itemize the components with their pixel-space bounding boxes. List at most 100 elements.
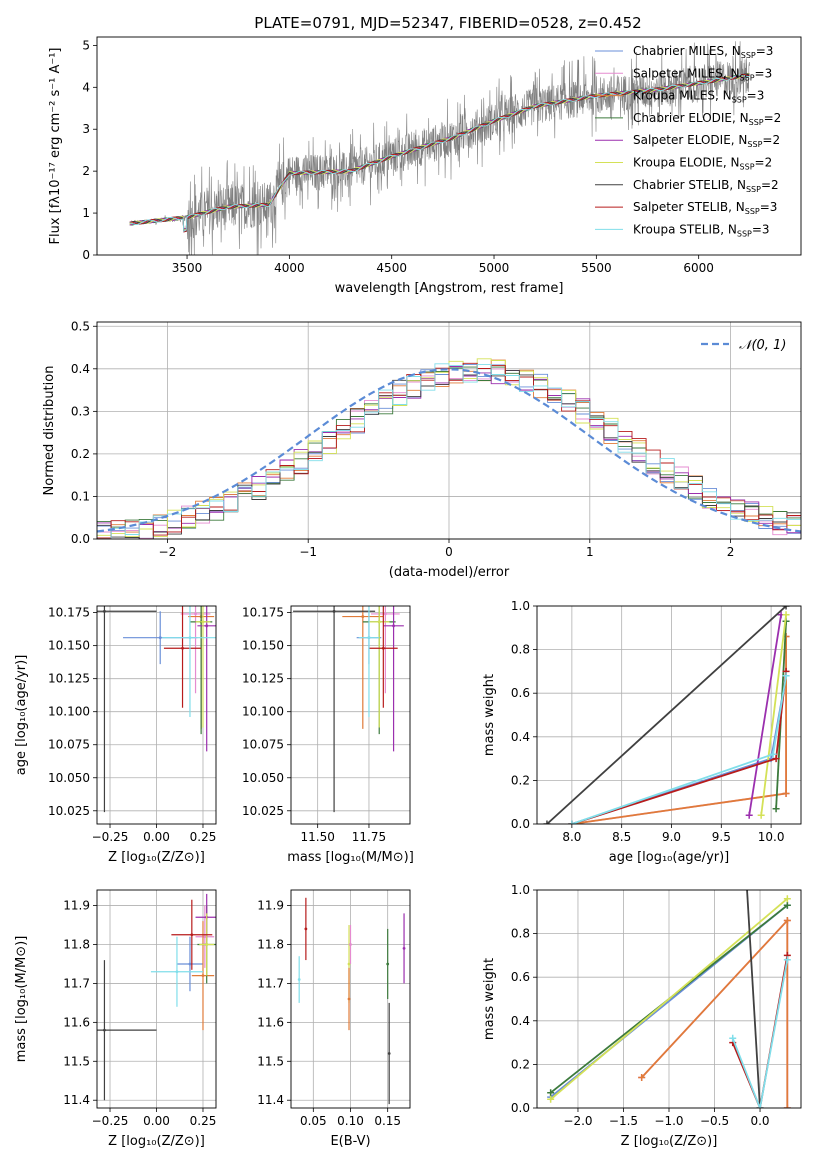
y-tick-label: 0.5 (71, 319, 90, 333)
x-axis-label: mass [log₁₀(M/M⊙)] (287, 850, 414, 865)
legend-text: Salpeter MILES, N (633, 66, 740, 80)
legend-suffix: =2 (764, 111, 782, 125)
y-tick-label: 11.6 (63, 1015, 90, 1029)
y-tick-label: 11.5 (257, 1054, 284, 1068)
y-axis-label: Flux [fλ10⁻¹⁷ erg cm⁻² s⁻¹ A⁻¹] (48, 48, 63, 245)
x-tick-label: 8.0 (562, 830, 581, 844)
weight-marker (547, 1089, 555, 1097)
histogram-5 (97, 358, 801, 537)
y-tick-label: 10.150 (242, 639, 284, 653)
y-tick-label: 10.125 (242, 672, 284, 686)
y-tick-label: 10.125 (48, 672, 90, 686)
y-tick-label: 5 (82, 38, 90, 52)
legend-label-6: Chabrier STELIB, NSSP=2 (633, 178, 779, 194)
y-tick-label: 10.075 (242, 738, 284, 752)
y-tick-label: 11.9 (63, 899, 90, 913)
x-tick-label: 0.10 (337, 1114, 364, 1128)
x-axis-label: age [log₁₀(age/yr)] (609, 850, 730, 865)
chart-mass-vs-ebv: 0.05 0.10 0.15 11.4 11.5 11.6 11.7 11.8 11.9 E(B-… (257, 889, 411, 1149)
x-tick-label: 11.75 (352, 830, 386, 844)
histogram-6 (97, 368, 801, 539)
weight-marker (782, 611, 790, 619)
weight-marker (729, 1034, 737, 1042)
chart-spectrum: 3500 4000 4500 5000 5500 6000 0 1 2 3 4 5 wavelength… (48, 36, 802, 296)
data-point (402, 946, 406, 950)
data-point (194, 612, 197, 616)
legend-subscript: SSP (740, 163, 755, 172)
data-point (304, 927, 308, 931)
legend-text: Kroupa ELODIE, N (633, 156, 740, 170)
legend-text: Kroupa STELIB, N (633, 222, 737, 236)
y-tick-label: 0.0 (511, 1101, 530, 1115)
legend-text: Kroupa MILES, N (633, 89, 732, 103)
legend-suffix: =3 (747, 89, 765, 103)
legend-text: Salpeter ELODIE, N (633, 133, 747, 147)
x-tick-label: 4500 (376, 261, 407, 275)
legend-suffix: =3 (755, 66, 773, 80)
weight-marker (783, 956, 791, 964)
x-tick-label: 2 (727, 545, 735, 559)
data-point (103, 1028, 106, 1032)
y-tick-label: 11.8 (257, 938, 284, 952)
y-tick-label: 11.9 (257, 899, 284, 913)
axes-frame (96, 321, 802, 540)
x-tick-label: 0.00 (143, 1114, 170, 1128)
weight-line-5 (760, 614, 787, 816)
weight-line-6 (746, 890, 761, 1108)
data-point (361, 615, 365, 618)
data-point (377, 620, 381, 624)
y-tick-label: 11.5 (63, 1054, 90, 1068)
data-point (175, 970, 179, 974)
weight-marker (772, 755, 780, 763)
normal-reference-curve (97, 368, 801, 533)
y-tick-label: 11.7 (63, 976, 90, 990)
chart-residuals: −2 −1 0 1 2 0.0 0.1 0.2 0.3 0.4 0.5 (data-model)/er… (42, 319, 802, 580)
x-tick-label: 11.50 (300, 830, 334, 844)
y-tick-label: 1.0 (511, 883, 530, 897)
y-tick-label: 10.050 (242, 771, 284, 785)
weight-line-5 (550, 898, 788, 1100)
y-tick-label: 0.8 (511, 927, 530, 941)
x-tick-label: 0.25 (190, 1114, 217, 1128)
chart-age-vs-Z: −0.25 0.00 0.25 10.025 10.050 10.075 10.100 10.… (14, 605, 217, 865)
y-tick-label: 11.4 (257, 1093, 284, 1107)
x-tick-label: 0.00 (143, 830, 170, 844)
weight-marker (568, 820, 576, 824)
y-tick-label: 10.175 (48, 606, 90, 620)
x-tick-label: −1 (299, 545, 317, 559)
weight-line-8 (731, 959, 789, 1108)
data-point (201, 974, 205, 978)
x-tick-label: 5000 (479, 261, 510, 275)
y-tick-label: 10.100 (242, 705, 284, 719)
data-point (188, 636, 192, 640)
weight-marker (756, 1104, 764, 1108)
y-tick-label: 0.0 (511, 817, 530, 831)
axes-frame (290, 889, 411, 1109)
x-tick-label: 9.5 (712, 830, 731, 844)
y-tick-label: 0.6 (511, 970, 530, 984)
x-tick-label: 0.15 (374, 1114, 401, 1128)
y-tick-label: 0.4 (71, 362, 90, 376)
legend-subscript: SSP (732, 96, 747, 105)
x-tick-label: 9.0 (662, 830, 681, 844)
legend-suffix: =3 (760, 200, 778, 214)
weight-marker (543, 820, 551, 824)
legend-label-5: Kroupa ELODIE, NSSP=2 (633, 156, 772, 172)
axes-frame (536, 605, 802, 825)
x-tick-label: −0.5 (700, 1114, 729, 1128)
model-spectrum-6 (129, 73, 750, 233)
y-tick-label: 10.025 (242, 804, 284, 818)
x-tick-label: 8.5 (612, 830, 631, 844)
data-point (201, 620, 205, 624)
legend-label-2: Kroupa MILES, NSSP=3 (633, 89, 764, 105)
data-point (381, 646, 385, 650)
y-axis-label: Normed distribution (42, 366, 57, 496)
data-point (297, 978, 301, 981)
weight-marker (783, 901, 791, 909)
legend-text: Chabrier MILES, N (633, 44, 741, 58)
y-axis-label: mass weight (482, 958, 497, 1040)
x-axis-label: Z [log₁₀(Z/Z⊙)] (108, 1134, 205, 1149)
x-tick-label: 3500 (172, 261, 203, 275)
legend-subscript: SSP (745, 207, 760, 216)
